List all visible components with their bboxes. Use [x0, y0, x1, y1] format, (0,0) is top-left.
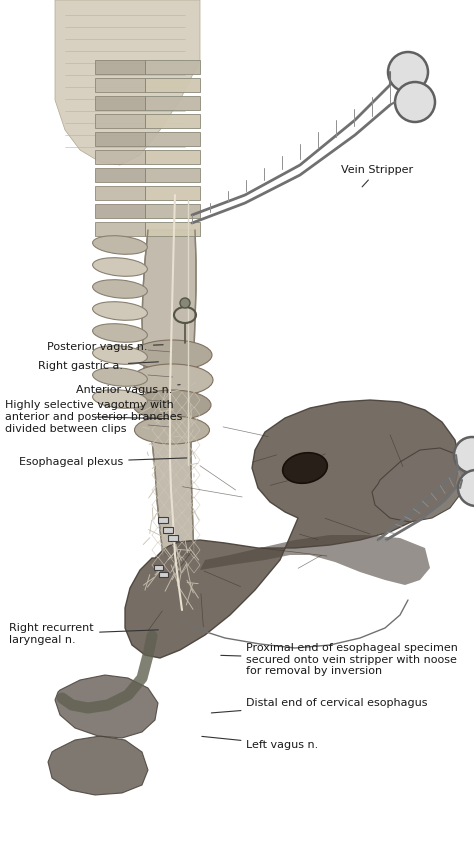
Bar [159, 572, 168, 577]
Polygon shape [145, 114, 200, 128]
Bar [158, 517, 168, 523]
Text: Right recurrent
laryngeal n.: Right recurrent laryngeal n. [9, 623, 158, 645]
Text: Highly selective vagotmy with
anterior and posterior branches
divided between cl: Highly selective vagotmy with anterior a… [5, 400, 182, 434]
Polygon shape [142, 230, 196, 555]
Circle shape [454, 437, 474, 473]
Polygon shape [95, 186, 145, 200]
Circle shape [458, 470, 474, 506]
Polygon shape [95, 114, 145, 128]
Polygon shape [95, 168, 145, 182]
Circle shape [388, 52, 428, 92]
Polygon shape [145, 60, 200, 74]
Text: Left vagus n.: Left vagus n. [202, 736, 319, 750]
Polygon shape [95, 78, 145, 92]
Polygon shape [145, 150, 200, 164]
Polygon shape [55, 675, 158, 738]
Polygon shape [95, 222, 145, 236]
Ellipse shape [92, 236, 147, 254]
Polygon shape [145, 78, 200, 92]
Ellipse shape [92, 258, 147, 277]
Ellipse shape [92, 390, 147, 408]
Bar [168, 535, 178, 541]
Text: Anterior vagus n.: Anterior vagus n. [76, 385, 180, 395]
Ellipse shape [92, 346, 147, 364]
Polygon shape [145, 204, 200, 218]
Text: Posterior vagus n.: Posterior vagus n. [47, 342, 163, 352]
Ellipse shape [283, 453, 328, 483]
Text: Proximal end of esophageal specimen
secured onto vein stripper with noose
for re: Proximal end of esophageal specimen secu… [221, 643, 458, 677]
Circle shape [180, 298, 190, 308]
Polygon shape [125, 400, 460, 658]
Ellipse shape [92, 280, 147, 299]
Ellipse shape [135, 416, 210, 444]
Circle shape [395, 82, 435, 122]
Polygon shape [145, 186, 200, 200]
Ellipse shape [92, 368, 147, 386]
Polygon shape [145, 96, 200, 110]
Text: Esophageal plexus: Esophageal plexus [19, 457, 187, 467]
Ellipse shape [133, 390, 211, 420]
Polygon shape [200, 535, 430, 585]
Text: Vein Stripper: Vein Stripper [341, 165, 413, 187]
Ellipse shape [92, 302, 147, 320]
Polygon shape [145, 222, 200, 236]
Polygon shape [55, 0, 200, 165]
Ellipse shape [131, 364, 213, 396]
Polygon shape [48, 736, 148, 795]
Bar [154, 565, 163, 570]
Polygon shape [145, 132, 200, 146]
Polygon shape [95, 96, 145, 110]
Bar [163, 527, 173, 533]
Polygon shape [95, 60, 145, 74]
Ellipse shape [132, 340, 212, 370]
Ellipse shape [92, 323, 147, 342]
Text: Distal end of cervical esophagus: Distal end of cervical esophagus [211, 698, 428, 713]
Polygon shape [95, 132, 145, 146]
Polygon shape [95, 150, 145, 164]
Polygon shape [145, 168, 200, 182]
Polygon shape [95, 204, 145, 218]
Polygon shape [372, 448, 465, 522]
Text: Right gastric a.: Right gastric a. [38, 361, 158, 371]
